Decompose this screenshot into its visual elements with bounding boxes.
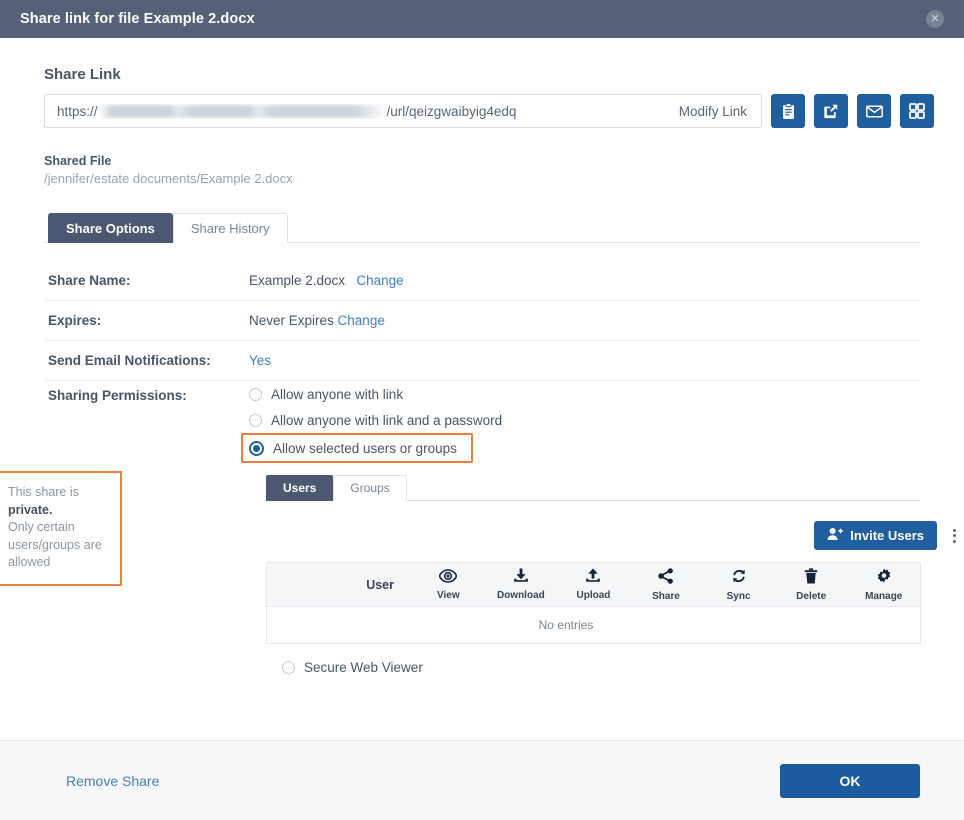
subtab-groups[interactable]: Groups <box>333 475 407 501</box>
column-label: Share <box>652 590 680 602</box>
share-link-label: Share Link <box>44 66 121 83</box>
radio-allow-anyone-with-link-and-password[interactable]: Allow anyone with link and a password <box>249 407 506 433</box>
share-link-input[interactable]: https:// /url/qeizgwaibyig4edq Modify Li… <box>44 94 762 128</box>
radio-label: Allow selected users or groups <box>273 440 457 456</box>
close-icon[interactable]: ✕ <box>926 10 944 28</box>
download-icon <box>513 568 529 588</box>
trash-icon <box>804 567 818 589</box>
share-link-redacted-host <box>99 104 385 118</box>
email-link-button[interactable] <box>857 94 891 128</box>
dialog-footer: Remove Share OK <box>0 740 964 820</box>
expires-label: Expires: <box>48 313 102 328</box>
radio-allow-anyone-with-link[interactable]: Allow anyone with link <box>249 381 407 407</box>
setting-row-email-notifications: Send Email Notifications: Yes <box>44 341 920 381</box>
sharing-permissions-row: Sharing Permissions: Allow anyone with l… <box>44 381 920 463</box>
subtab-users[interactable]: Users <box>266 475 334 501</box>
invite-users-label: Invite Users <box>850 528 924 543</box>
private-share-callout: This share is private. Only certain user… <box>0 471 122 586</box>
copy-to-clipboard-button[interactable] <box>771 94 805 128</box>
column-header-delete[interactable]: Delete <box>775 567 848 602</box>
clipboard-icon <box>781 102 796 120</box>
setting-row-expires: Expires: Never Expires Change <box>44 301 920 341</box>
dialog-title: Share link for file Example 2.docx <box>20 11 255 27</box>
gear-icon <box>876 568 892 589</box>
table-empty-row: No entries <box>267 607 920 643</box>
eye-icon <box>438 568 458 588</box>
qr-code-icon <box>909 103 925 119</box>
envelope-icon <box>865 104 883 118</box>
table-empty-text: No entries <box>538 618 594 632</box>
column-label: Delete <box>796 590 827 602</box>
user-group-subtabs: Users Groups <box>266 473 921 501</box>
open-external-button[interactable] <box>814 94 848 128</box>
email-notifications-label: Send Email Notifications: <box>48 353 211 368</box>
remove-share-button[interactable]: Remove Share <box>66 772 160 789</box>
share-link-row: https:// /url/qeizgwaibyig4edq Modify Li… <box>44 94 934 128</box>
radio-icon <box>282 661 295 674</box>
dialog-body: Share Link https:// /url/qeizgwaibyig4ed… <box>0 38 964 740</box>
tab-share-options[interactable]: Share Options <box>48 213 173 243</box>
radio-label: Allow anyone with link <box>271 386 404 402</box>
column-label: Manage <box>865 590 903 602</box>
column-header-download[interactable]: Download <box>485 568 558 601</box>
user-permissions-table: User View <box>266 562 921 644</box>
radio-allow-selected-users-or-groups[interactable]: Allow selected users or groups <box>241 433 473 463</box>
user-plus-icon <box>827 527 844 544</box>
radio-icon <box>249 387 262 401</box>
column-header-upload[interactable]: Upload <box>557 568 630 601</box>
callout-bold: private. <box>8 502 53 517</box>
radio-secure-web-viewer[interactable]: Secure Web Viewer <box>282 660 423 675</box>
shared-file-label: Shared File <box>44 154 112 168</box>
shared-file-path: /jennifer/estate documents/Example 2.doc… <box>44 171 293 186</box>
radio-icon-selected <box>249 440 264 456</box>
upload-icon <box>585 568 601 588</box>
column-header-manage[interactable]: Manage <box>847 568 920 602</box>
share-nodes-icon <box>658 567 674 589</box>
table-header-row: User View <box>267 563 920 607</box>
ok-button[interactable]: OK <box>780 763 920 798</box>
column-label: Upload <box>576 590 611 601</box>
setting-row-share-name: Share Name: Example 2.docx Change <box>44 261 920 301</box>
share-link-protocol: https:// <box>57 103 98 119</box>
callout-line-1: This share is <box>8 485 79 499</box>
shared-file-section: Shared File /jennifer/estate documents/E… <box>44 154 920 186</box>
column-header-user: User <box>366 577 394 592</box>
callout-line-2: Only certain <box>8 520 75 534</box>
sharing-permissions-options: Allow anyone with link Allow anyone with… <box>241 381 920 463</box>
tab-share-history[interactable]: Share History <box>172 213 288 243</box>
share-name-value-wrap: Example 2.docx Change <box>249 273 404 288</box>
column-label: Sync <box>726 590 751 602</box>
modify-link-button[interactable]: Modify Link <box>678 103 747 119</box>
qr-code-button[interactable] <box>900 94 934 128</box>
share-link-text: https:// /url/qeizgwaibyig4edq <box>57 104 665 119</box>
column-label: Download <box>496 590 545 601</box>
main-tabs: Share Options Share History <box>44 211 920 243</box>
expires-value-wrap: Never Expires Change <box>249 313 385 328</box>
radio-icon <box>249 413 262 427</box>
column-header-share[interactable]: Share <box>630 567 703 602</box>
invite-toolbar: Invite Users <box>266 521 961 550</box>
dialog-titlebar: Share link for file Example 2.docx ✕ <box>0 0 964 38</box>
column-label: View <box>436 589 460 601</box>
share-name-value: Example 2.docx <box>249 273 346 288</box>
sync-icon <box>731 568 747 589</box>
secure-web-viewer-label: Secure Web Viewer <box>304 660 423 675</box>
expires-value: Never Expires <box>249 313 334 328</box>
share-settings-list: Share Name: Example 2.docx Change Expire… <box>44 261 920 381</box>
share-name-change-link[interactable]: Change <box>356 273 404 288</box>
share-link-path: /url/qeizgwaibyig4edq <box>386 103 517 119</box>
kebab-menu-icon[interactable] <box>947 527 961 545</box>
invite-users-button[interactable]: Invite Users <box>814 521 937 550</box>
share-name-label: Share Name: <box>48 273 131 288</box>
external-link-icon <box>823 103 839 119</box>
expires-change-link[interactable]: Change <box>337 313 385 328</box>
column-header-view[interactable]: View <box>412 568 485 601</box>
radio-label: Allow anyone with link and a password <box>271 412 503 428</box>
column-header-sync[interactable]: Sync <box>702 568 775 602</box>
email-notifications-value[interactable]: Yes <box>249 353 272 368</box>
callout-line-4: allowed <box>8 555 51 569</box>
sharing-permissions-label: Sharing Permissions: <box>48 388 187 403</box>
callout-line-3: users/groups are <box>8 537 102 552</box>
